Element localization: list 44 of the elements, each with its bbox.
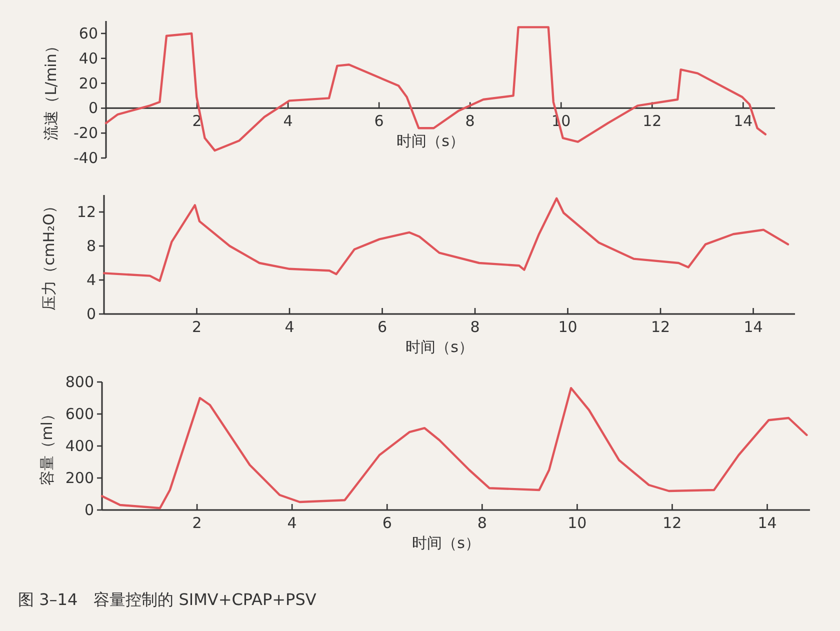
- y-tick-label: -40: [74, 149, 98, 167]
- y-tick-label: 600: [65, 405, 94, 423]
- x-tick-label: 6: [377, 318, 388, 336]
- y-tick-label: 12: [76, 203, 96, 221]
- x-tick-label: 8: [465, 112, 475, 130]
- x-tick-label: 12: [662, 514, 682, 532]
- line-series: [104, 26, 766, 152]
- y-tick-label: 0: [86, 305, 96, 323]
- y-tick-label: 200: [65, 469, 94, 487]
- y-tick-label: -20: [74, 124, 98, 142]
- x-tick-label: 14: [734, 112, 753, 130]
- x-tick-label: 6: [374, 112, 384, 130]
- y-tick-label: 800: [65, 373, 94, 391]
- y-tick-label: 4: [86, 271, 96, 289]
- x-tick-label: 14: [744, 318, 763, 336]
- x-tick-label: 12: [642, 112, 662, 130]
- x-tick-label: 12: [650, 318, 670, 336]
- x-tick-label: 4: [283, 112, 293, 130]
- x-tick-label: 2: [192, 112, 202, 130]
- x-axis-title: 时间（s）: [396, 132, 464, 150]
- x-tick-label: 2: [192, 318, 202, 336]
- y-tick-label: 40: [78, 49, 98, 68]
- x-tick-label: 4: [287, 514, 297, 532]
- x-tick-label: 4: [284, 318, 294, 336]
- y-tick-label: 0: [88, 99, 98, 118]
- line-series: [102, 197, 790, 282]
- caption: 图 3–14 容量控制的 SIMV+CPAP+PSV: [18, 590, 316, 609]
- x-axis-title: 时间（s）: [406, 338, 474, 356]
- x-tick-label: 10: [558, 318, 578, 336]
- y-axis-title: 流速（L/min）: [42, 38, 60, 140]
- y-axis-title: 容量（ml）: [38, 406, 56, 486]
- x-tick-label: 8: [477, 514, 487, 532]
- y-tick-label: 20: [78, 74, 98, 92]
- x-tick-label: 8: [470, 318, 480, 336]
- x-tick-label: 6: [382, 514, 392, 532]
- y-tick-label: 0: [84, 501, 94, 519]
- y-tick-label: 8: [86, 237, 96, 255]
- x-tick-label: 10: [568, 514, 587, 532]
- y-axis-title: 压力（cmH₂O）: [40, 198, 58, 310]
- y-tick-label: 60: [78, 24, 98, 42]
- y-tick-label: 400: [65, 437, 94, 455]
- x-axis-title: 时间（s）: [412, 534, 480, 552]
- x-tick-label: 2: [192, 514, 202, 532]
- x-tick-label: 14: [758, 514, 777, 532]
